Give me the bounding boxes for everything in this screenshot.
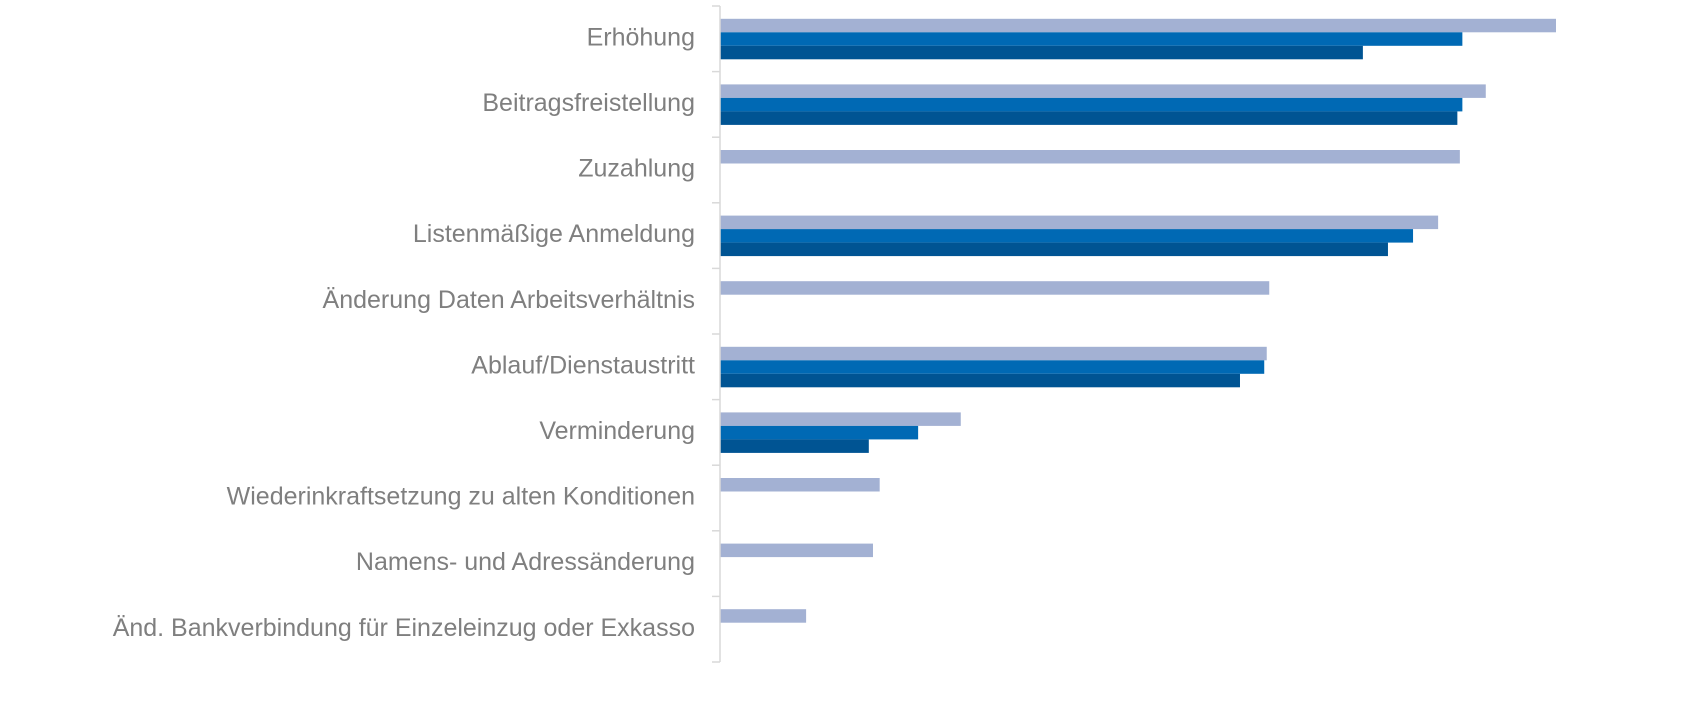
bar: [720, 45, 1363, 60]
bar: [720, 111, 1458, 125]
y-tick-label: Ablauf/Dienstaustritt: [471, 351, 695, 379]
bar: [720, 97, 1463, 112]
y-tick-label: Listenmäßige Anmeldung: [413, 220, 695, 248]
y-tick-label: Änd. Bankverbindung für Einzeleinzug ode…: [113, 614, 695, 642]
bar: [720, 215, 1439, 230]
bar: [720, 373, 1240, 388]
y-tick-label: Erhöhung: [587, 23, 695, 51]
bar: [720, 281, 1270, 295]
y-tick-label: Wiederinkraftsetzung zu alten Konditione…: [227, 483, 695, 511]
y-tick-label: Zuzahlung: [578, 155, 695, 183]
bar: [720, 478, 880, 492]
bar: [720, 543, 873, 558]
bar: [720, 229, 1414, 243]
bar: [720, 439, 869, 453]
bar: [720, 84, 1486, 98]
y-tick-label: Verminderung: [539, 417, 695, 445]
bar: [720, 346, 1267, 361]
bar: [720, 425, 919, 440]
bar: [720, 412, 961, 426]
bar: [720, 18, 1556, 33]
bar: [720, 360, 1265, 374]
y-tick-label: Änderung Daten Arbeitsverhältnis: [323, 286, 695, 314]
y-tick-label: Beitragsfreistellung: [482, 89, 695, 117]
bar: [720, 609, 807, 623]
bar: [720, 32, 1463, 46]
bar: [720, 242, 1388, 257]
y-tick-label: Namens- und Adressänderung: [356, 548, 695, 576]
bar: [720, 150, 1460, 164]
